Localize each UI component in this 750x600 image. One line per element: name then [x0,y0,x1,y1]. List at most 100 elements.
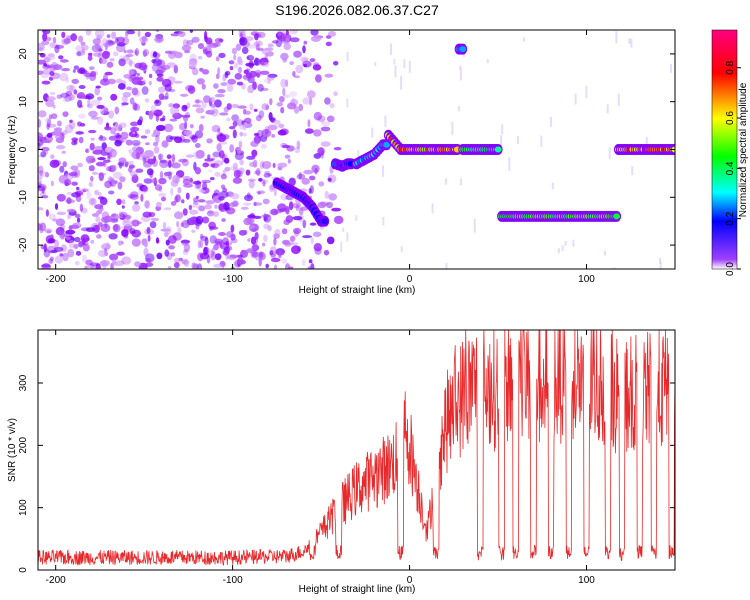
heatmap-cell [265,104,270,111]
heatmap-cell [101,50,110,60]
heatmap-cell [259,61,266,67]
heatmap-cell [168,245,175,250]
heatmap-cell [302,219,307,229]
heatmap-cell [183,249,189,253]
heatmap-cell [116,198,122,205]
heatmap-cell [48,213,56,221]
spectrogram-x-ticks: -200 -100 0 100 [46,30,595,285]
heatmap-cell [237,257,244,265]
heatmap-cell [342,227,345,232]
heatmap-cell [267,79,271,85]
snr-x-ticks: -200 -100 0 100 [46,330,595,586]
heatmap-cell [184,222,194,226]
heatmap-cell [167,265,172,269]
heatmap-cell [104,221,108,229]
heatmap-cell [207,249,214,259]
heatmap-cell [45,99,55,108]
heatmap-cell [195,149,205,159]
heatmap-cell [125,30,129,37]
heatmap-cell [287,158,291,164]
heatmap-cell [214,171,221,177]
heatmap-cell [170,187,174,196]
heatmap-cell [608,147,611,159]
heatmap-cell [285,37,290,44]
heatmap-cell [134,201,139,205]
heatmap-cell [160,228,171,232]
heatmap-cell [189,124,194,129]
heatmap-cell [261,214,270,218]
heatmap-cell [39,222,47,232]
heatmap-cell [247,178,256,182]
heatmap-cell [516,135,519,145]
heatmap-cell [445,263,448,269]
heatmap-cell [170,201,177,206]
heatmap-cell [561,245,564,252]
heatmap-cell [245,62,255,67]
heatmap-cell [157,153,164,161]
heatmap-cell [302,58,309,65]
heatmap-cell [194,143,201,148]
heatmap-cell [177,31,186,37]
heatmap-cell [109,148,117,158]
heatmap-cell [158,86,166,93]
heatmap-cell [310,237,314,245]
heatmap-cell [95,216,101,223]
heatmap-cell [48,114,53,120]
heatmap-cell [131,238,141,247]
heatmap-cell [333,147,342,151]
heatmap-cell [62,97,69,103]
heatmap-cell [75,45,85,52]
heatmap-cell [121,205,125,209]
heatmap-cell [292,227,302,235]
heatmap-cell [67,213,72,220]
heatmap-cell [458,268,461,269]
heatmap-cell [283,94,290,99]
heatmap-cell [45,172,49,178]
heatmap-cell [158,193,167,197]
heatmap-cell [54,44,65,49]
heatmap-cell [213,243,219,251]
heatmap-cell [263,173,271,178]
heatmap-cell [210,251,217,261]
heatmap-cell [320,141,331,147]
heatmap-cell [68,93,75,101]
heatmap-cell [80,41,86,46]
heatmap-cell [104,180,112,189]
heatmap-cell [131,77,142,85]
heatmap-cell [182,39,189,47]
heatmap-cell [296,173,306,180]
heatmap-cell [194,167,201,175]
heatmap-cell [501,124,504,135]
heatmap-cell [141,86,149,95]
heatmap-cell [94,225,100,233]
colorbar: 0.0 0.2 0.4 0.6 0.8 Normalized spectral ampl… [711,29,749,276]
heatmap-cell [156,30,159,33]
heatmap-cell [249,103,254,111]
heatmap-cell [255,43,260,51]
heatmap-cell [75,131,84,135]
heatmap-cell [267,124,278,131]
heatmap-cell [118,157,127,163]
heatmap-cell [232,177,242,184]
heatmap-cell [70,224,80,230]
heatmap-cell [238,140,243,149]
heatmap-cell [291,97,295,105]
heatmap-cell [227,78,237,85]
heatmap-cell [606,104,609,114]
heatmap-cell [56,145,66,150]
heatmap-cell [52,64,63,70]
heatmap-cell [236,81,244,86]
heatmap-cell [195,195,199,199]
heatmap-cell [272,40,279,44]
heatmap-cell [79,104,84,108]
heatmap-cell [302,97,311,105]
heatmap-cell [66,197,72,205]
heatmap-cell [145,142,150,146]
heatmap-cell [104,215,112,223]
spectral-ridge [352,139,392,170]
heatmap-cell [326,115,335,123]
heatmap-cell [40,72,50,79]
heatmap-cell [201,83,206,90]
colorbar-gradient [711,29,738,270]
heatmap-cell [54,203,59,210]
